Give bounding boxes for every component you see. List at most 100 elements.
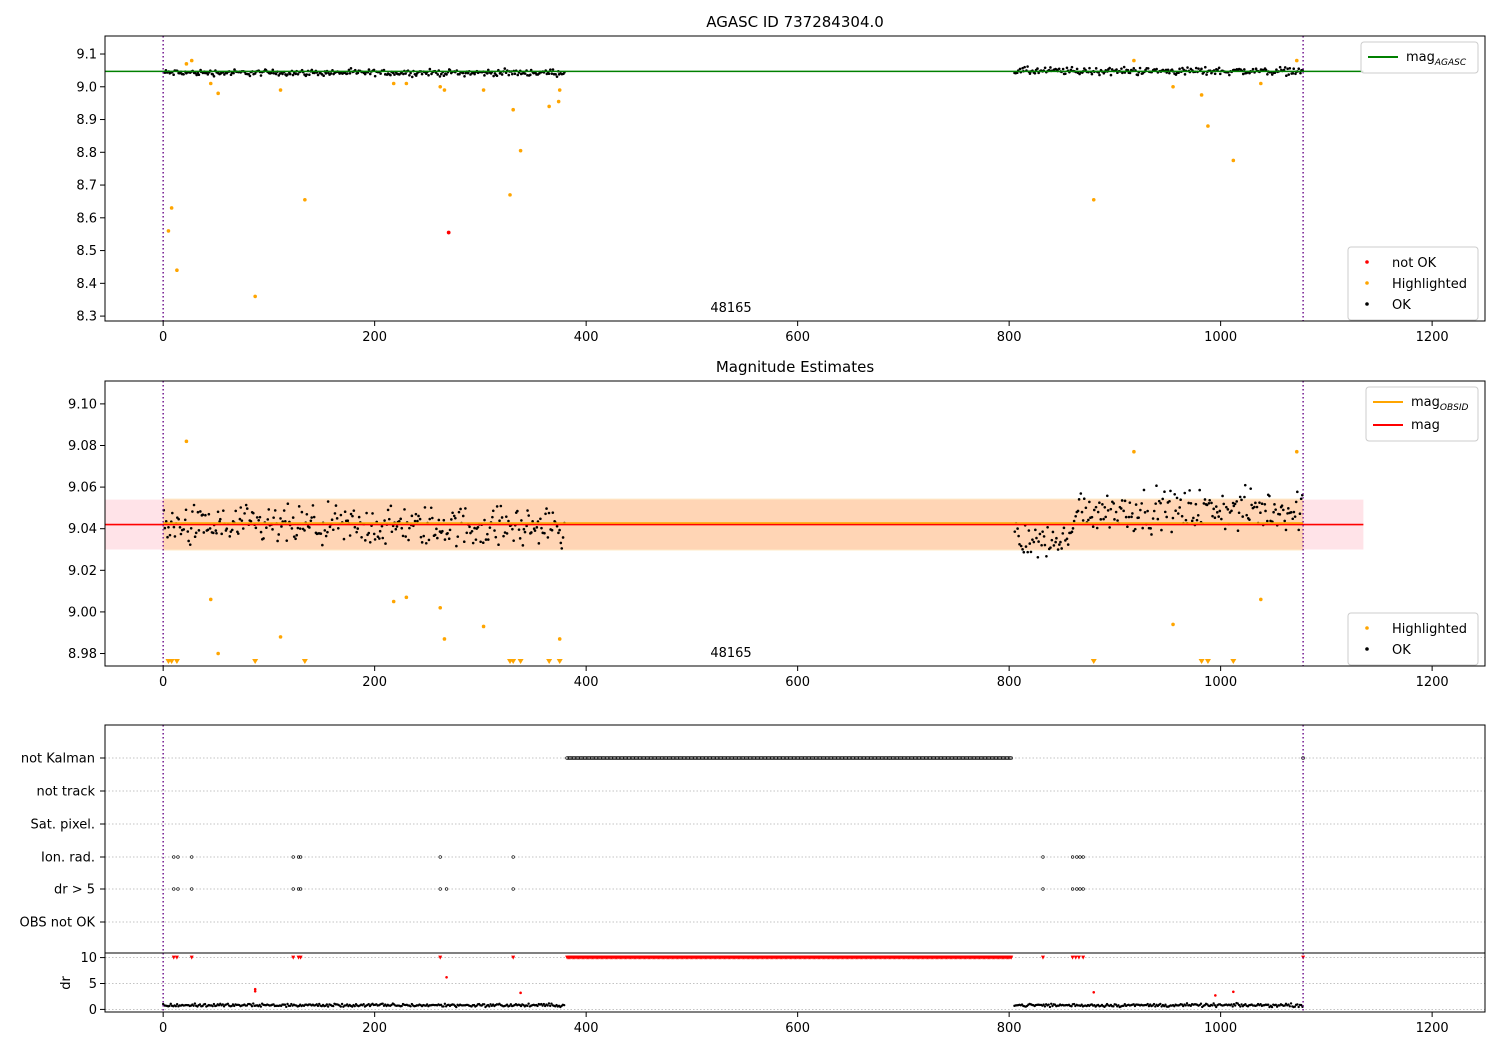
dr-clipped-marker [1076,955,1081,960]
flags-not-kalman-point [1009,756,1013,760]
magnitude-ok-point [267,508,271,511]
magnitude-ok-point [465,531,469,535]
dr-point [272,1003,275,1006]
magnitude-ok-point [1226,508,1230,511]
magnitude-ok-point [443,538,447,541]
magnitude-ok-point [238,517,242,521]
magnitude-ok-point [323,529,327,532]
dr-clipped-marker [298,955,303,960]
agasc-ok-point [308,73,311,77]
agasc-ok-point [1278,65,1282,69]
magnitude-ok-point [413,519,417,523]
dr-y-axis: 0 5 10 [80,951,105,1018]
magnitude-ok-point [254,526,258,530]
agasc-y-tick-label: 8.4 [76,277,97,292]
agasc-ok-point [551,68,555,71]
magnitude-ok-point [294,537,297,541]
magnitude-ok-point [1142,488,1146,492]
flags-x-tick-label: 0 [159,1021,167,1036]
magnitude-ok-point [171,511,174,515]
magnitude-ok-point [407,538,410,542]
agasc-highlighted-point [518,148,523,153]
magnitude-ok-point [1036,555,1040,559]
magnitude-ok-point [285,539,289,542]
dr-point [1152,1002,1156,1006]
magnitude-ok-point [1119,507,1123,510]
magnitude-ok-point [303,529,306,532]
agasc-ok-point [346,72,349,75]
dr-point [1164,1003,1167,1006]
agasc-highlighted-point [208,81,213,86]
magnitude-ok-point [1022,550,1026,554]
magnitude-ok-point [281,520,285,523]
agasc-highlighted-point [1171,84,1175,89]
agasc-y-tick-label: 8.8 [76,146,97,161]
flags-ion-rad-point [1081,855,1085,859]
agasc-ok-point [277,74,281,77]
magnitude-ok-point [494,535,498,539]
agasc-highlighted-point [1091,197,1096,202]
magnitude-ok-point [512,539,515,542]
magnitude-ok-point [286,502,290,505]
magnitude-ok-point [436,536,439,540]
agasc-ok-point [389,73,392,77]
dr-point [353,1004,356,1008]
magnitude-ok-point [1133,527,1137,531]
flags-not-kalman-point [1007,756,1012,760]
agasc-ok-point [1023,65,1026,69]
flags-dr-gt5-point [299,887,303,891]
magnitude-ok-point [1132,529,1136,533]
agasc-ok-point [296,72,300,76]
agasc-ok-point [1285,74,1288,78]
magnitude-ok-point [1082,497,1086,501]
magnitude-ok-point [394,527,398,531]
magnitude-ok-point [532,527,536,531]
agasc-ok-point [316,73,320,77]
magnitude-ok-point [1112,502,1116,505]
agasc-highlighted-point [508,193,512,197]
magnitude-legend-marker [1365,647,1369,651]
magnitude-ok-point [1043,543,1047,547]
magnitude-y-tick-label: 9.02 [68,564,97,579]
agasc-y-tick-label: 8.5 [76,244,97,259]
magnitude-ok-point [452,514,456,518]
magnitude-ok-point [383,519,386,522]
magnitude-ok-point [1245,513,1248,517]
dr-point [221,1003,225,1006]
magnitude-ok-point [265,526,268,530]
magnitude-ok-point [1217,515,1220,518]
agasc-ok-point [1205,73,1208,76]
magnitude-ok-point [1160,528,1163,532]
magnitude-ok-point [491,515,494,519]
agasc-legend-box [1347,246,1479,321]
magnitude-ok-point [1143,511,1147,514]
magnitude-ok-point [352,509,356,512]
agasc-ok-point [1098,73,1101,77]
dr-point [550,1002,553,1005]
magnitude-ok-point [277,533,281,536]
magnitude-ok-point [1140,502,1143,505]
agasc-ok-point [348,71,352,75]
magnitude-ok-point [1016,527,1019,530]
magnitude-ok-point [1179,498,1182,502]
magnitude-ok-point [272,516,275,519]
agasc-ok-point [458,72,461,76]
magnitude-ok-point [333,512,337,515]
magnitude-ok-point [1019,544,1023,548]
magnitude-ok-point [1054,540,1057,544]
magnitude-ok-point [182,528,186,531]
dr-point [546,1004,549,1007]
magnitude-ok-point [471,541,475,545]
magnitude-ok-point [1050,538,1054,542]
dr-point [540,1002,543,1006]
magnitude-ok-point [1235,500,1239,503]
magnitude-ok-point [427,538,431,542]
magnitude-ok-point [208,527,212,530]
magnitude-ok-point [343,510,347,514]
magnitude-ok-point [1278,513,1282,516]
agasc-y-tick-label: 8.9 [76,113,97,128]
dr-point [1239,1005,1242,1008]
magnitude-ok-point [484,538,488,541]
flags-ion-rad-point [299,855,303,859]
dr-point [198,1003,202,1006]
